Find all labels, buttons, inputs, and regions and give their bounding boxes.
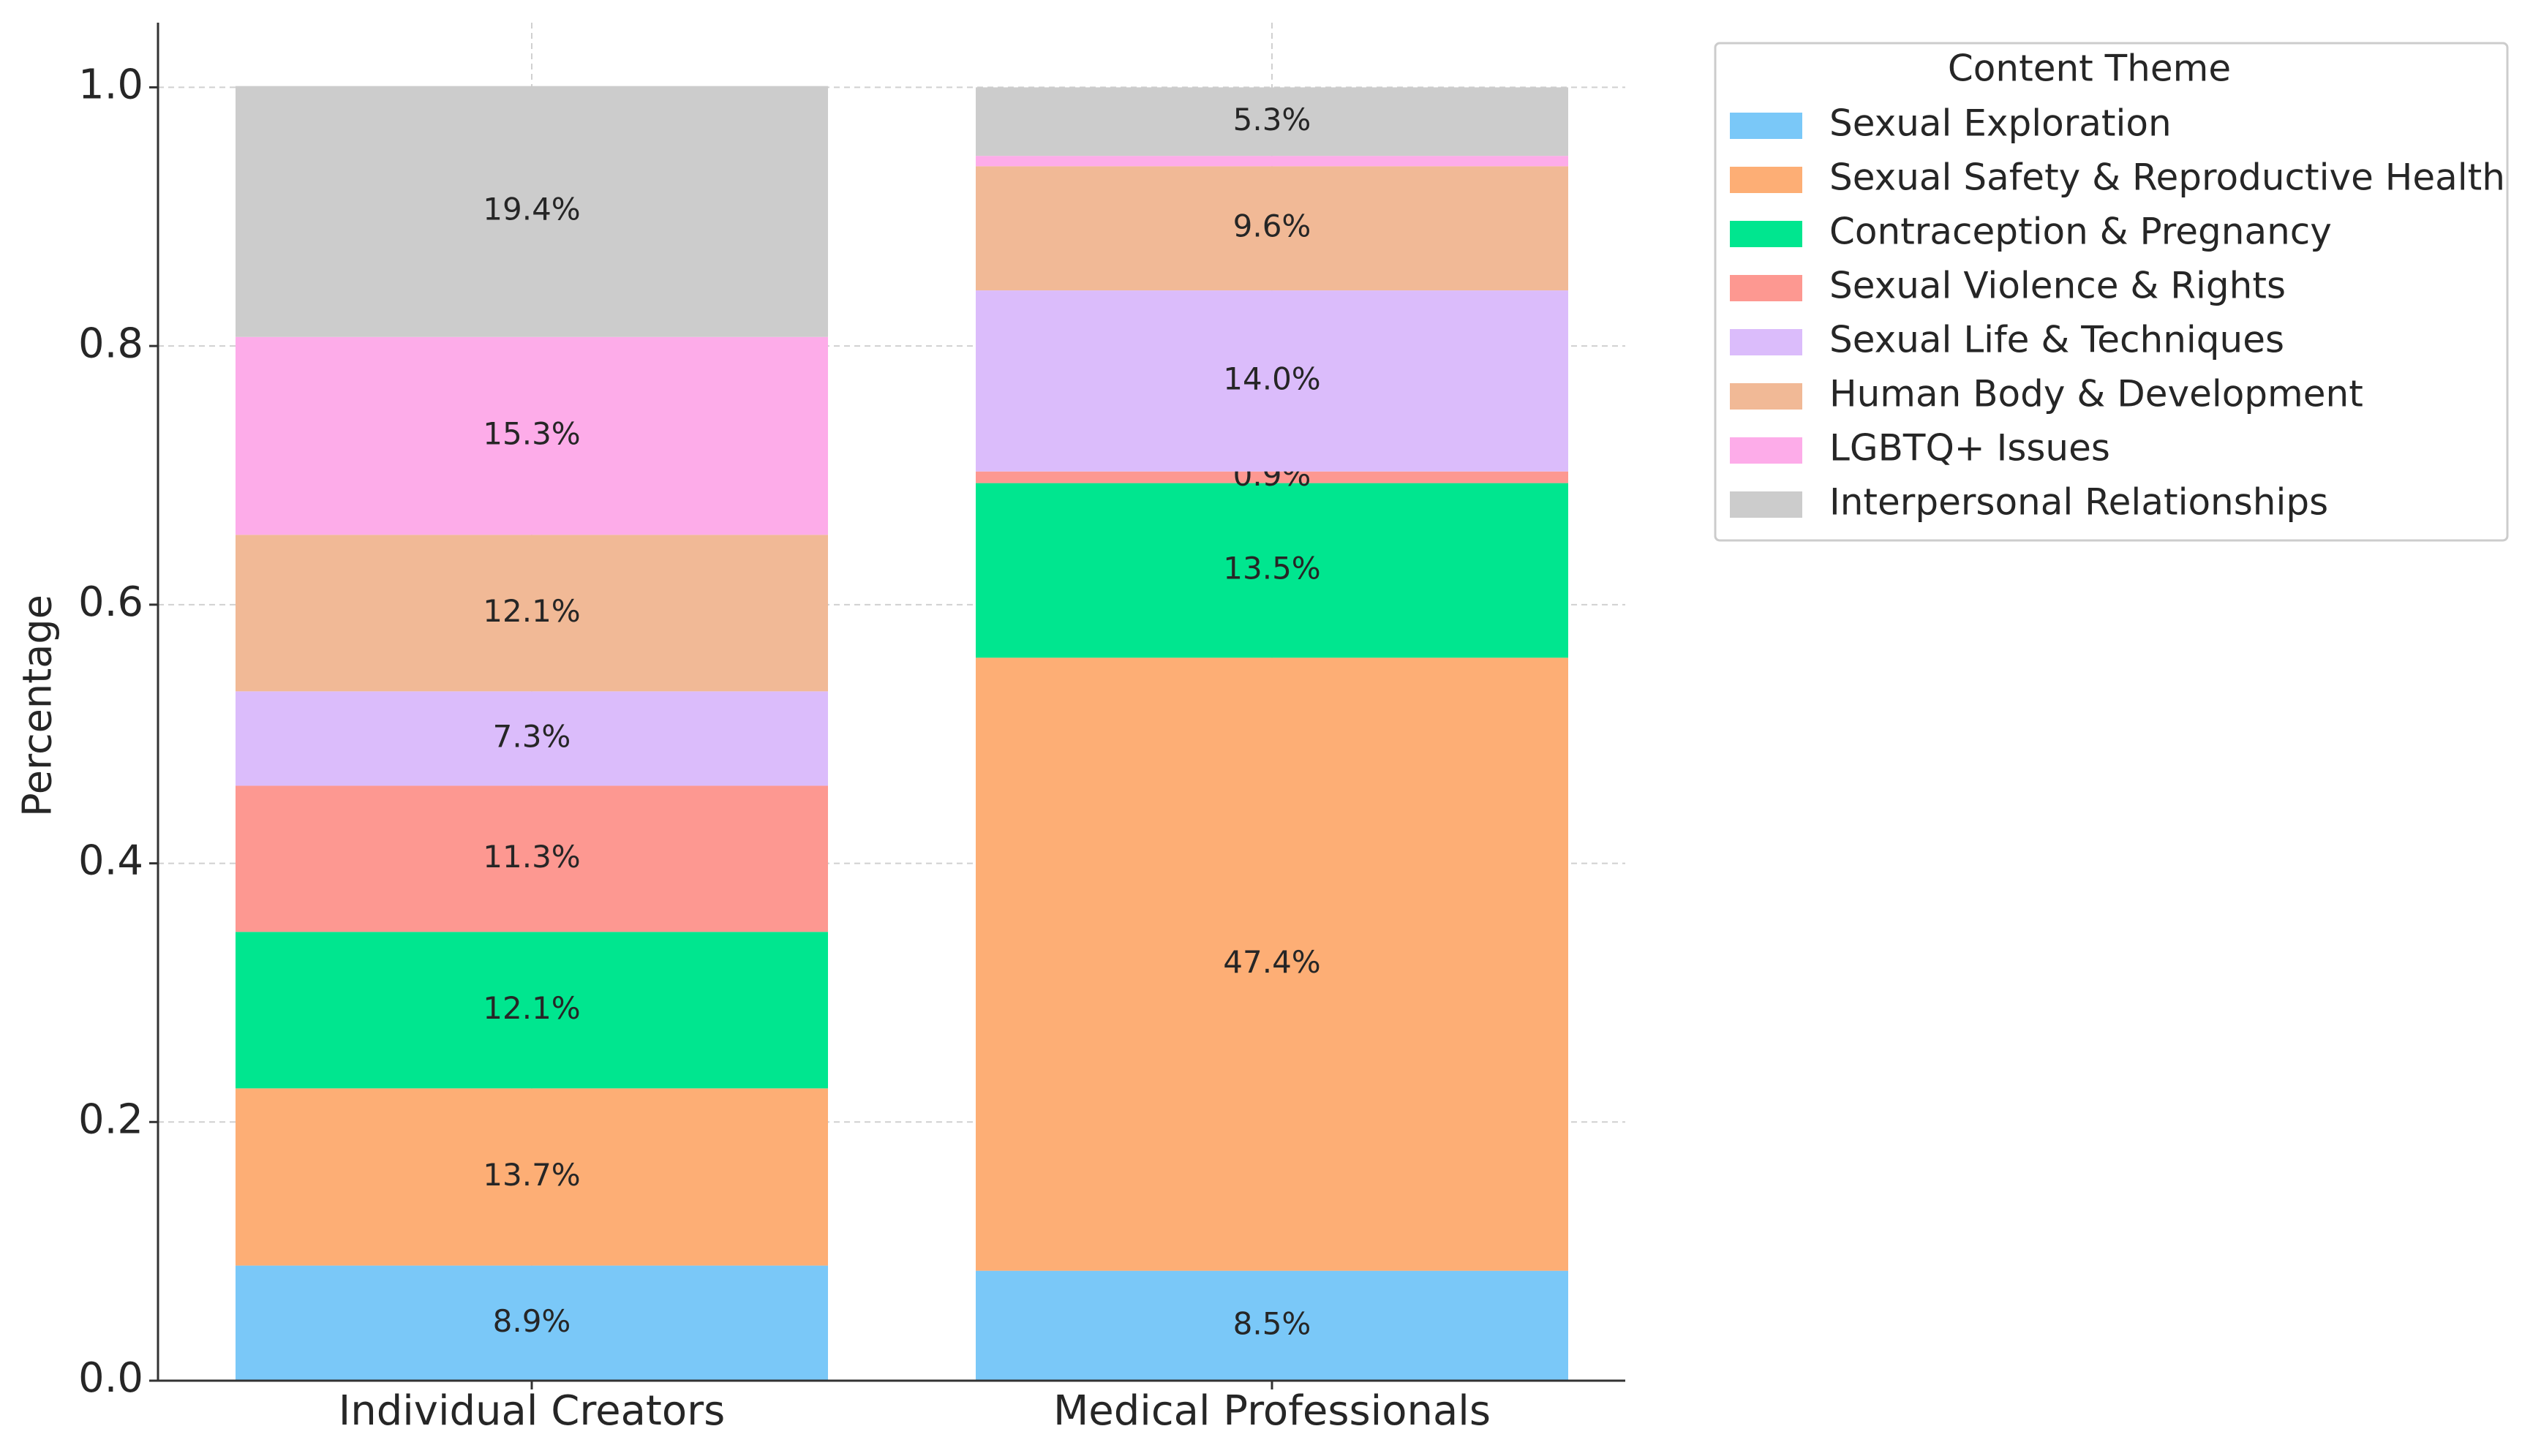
data-label: 11.3% <box>483 839 580 875</box>
bar-segment <box>236 336 828 535</box>
data-label: 12.1% <box>483 593 580 629</box>
bar-segment <box>236 535 828 692</box>
y-axis-label: Percentage <box>15 595 61 817</box>
data-label: 8.9% <box>493 1303 571 1339</box>
data-label: 5.3% <box>1233 102 1311 137</box>
bar-segment <box>236 86 828 337</box>
legend-label: LGBTQ+ Issues <box>1829 427 2110 469</box>
y-tick-label: 0.8 <box>78 320 143 367</box>
legend-label: Sexual Exploration <box>1829 102 2172 145</box>
legend-label: Sexual Life & Techniques <box>1829 319 2284 361</box>
legend-label: Sexual Violence & Rights <box>1829 265 2286 307</box>
bar-segment <box>236 1265 828 1381</box>
legend-label: Sexual Safety & Reproductive Health <box>1829 156 2505 199</box>
data-label: 15.3% <box>483 416 580 452</box>
bar-segment <box>236 691 828 786</box>
bar-segment <box>976 483 1568 658</box>
bar-segment <box>976 87 1568 156</box>
bar-segment <box>236 1088 828 1266</box>
data-label: 19.4% <box>483 192 580 227</box>
bar-segment <box>976 290 1568 472</box>
bar-segment <box>976 156 1568 167</box>
y-tick-label: 0.2 <box>78 1095 143 1143</box>
legend-label: Interpersonal Relationships <box>1829 481 2328 524</box>
x-tick-label: Individual Creators <box>339 1387 726 1435</box>
bar-segment <box>236 785 828 932</box>
legend-swatch <box>1730 491 1802 518</box>
data-label: 14.0% <box>1223 361 1320 396</box>
y-tick-label: 0.4 <box>78 837 143 885</box>
y-tick-label: 1.0 <box>78 61 143 109</box>
bar-segment <box>976 1270 1568 1381</box>
bar-segment <box>976 471 1568 483</box>
data-label: 8.5% <box>1233 1305 1311 1341</box>
data-label: 12.1% <box>483 990 580 1026</box>
legend-swatch <box>1730 275 1802 301</box>
legend-swatch <box>1730 167 1802 193</box>
legend-swatch <box>1730 329 1802 355</box>
data-label: 13.7% <box>483 1157 580 1193</box>
legend-swatch <box>1730 437 1802 464</box>
x-tick-label: Medical Professionals <box>1053 1387 1491 1435</box>
legend-label: Contraception & Pregnancy <box>1829 211 2332 253</box>
legend-box <box>1714 42 2509 542</box>
y-tick-label: 0.6 <box>78 578 143 626</box>
data-label: 9.6% <box>1233 208 1311 244</box>
legend-label: Human Body & Development <box>1829 373 2363 415</box>
data-label: 47.4% <box>1223 944 1320 980</box>
bar-segment <box>236 932 828 1089</box>
legend-swatch <box>1730 113 1802 139</box>
legend-swatch <box>1730 383 1802 410</box>
data-label: 7.3% <box>493 718 571 754</box>
bar-segment <box>976 657 1568 1271</box>
legend-swatch <box>1730 221 1802 247</box>
data-label: 13.5% <box>1223 550 1320 586</box>
legend-title: Content Theme <box>1948 48 2231 90</box>
bar-segment <box>976 166 1568 291</box>
y-tick-label: 0.0 <box>78 1354 143 1402</box>
